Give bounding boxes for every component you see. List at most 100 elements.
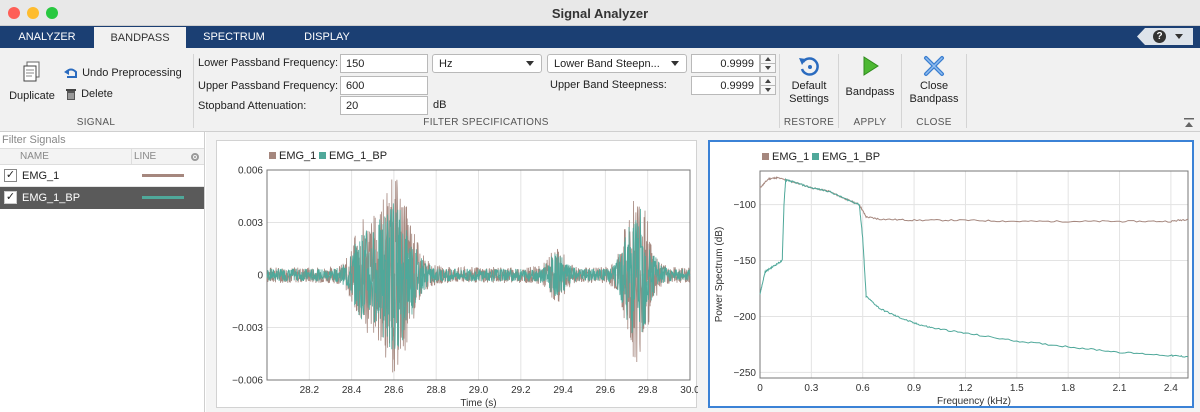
default-settings-label: Default Settings	[789, 80, 829, 105]
close-icon	[924, 56, 944, 76]
x-tick-label: 28.6	[384, 385, 404, 396]
upper-steepness-input[interactable]: 0.9999	[691, 76, 760, 95]
restore-section-label: RESTORE	[783, 117, 835, 128]
separator	[779, 54, 780, 128]
tab-bandpass[interactable]: BANDPASS	[94, 27, 186, 48]
frequency-units-select[interactable]: Hz	[432, 54, 542, 73]
separator	[838, 54, 839, 128]
separator	[193, 54, 194, 128]
y-tick-label: −200	[733, 312, 756, 323]
axes-frame	[759, 170, 1189, 379]
undo-preprocessing-button[interactable]: Undo Preprocessing	[63, 66, 182, 82]
column-header-name[interactable]: NAME	[20, 151, 49, 162]
x-tick-label: 0.3	[804, 383, 818, 394]
chevron-down-icon	[526, 61, 534, 66]
delete-button[interactable]: Delete	[64, 87, 113, 103]
restore-icon	[799, 57, 819, 76]
delete-label: Delete	[81, 87, 113, 100]
minimize-window-icon[interactable]	[27, 7, 39, 19]
duplicate-icon	[23, 61, 40, 82]
apply-section-label: APPLY	[853, 117, 887, 128]
x-tick-label: 30.0	[680, 385, 698, 396]
x-tick-label: 1.5	[1010, 383, 1024, 394]
series-line-emg1-bp	[266, 203, 691, 350]
steepness-option-select[interactable]: Lower Band Steepn...	[547, 54, 687, 73]
y-tick-label: −150	[733, 256, 756, 267]
close-bandpass-button[interactable]: Close Bandpass	[904, 54, 964, 106]
close-section-label: CLOSE	[916, 117, 952, 128]
help-button[interactable]: ?	[1137, 28, 1193, 45]
time-domain-chart[interactable]: EMG_1 EMG_1_BP 28.2 28.4 28.6 28.8 29.0 29.2 29.…	[217, 141, 700, 409]
tab-display[interactable]: DISPLAY	[304, 31, 350, 43]
collapse-toolstrip-icon[interactable]	[1183, 118, 1195, 128]
default-settings-button[interactable]: Default Settings	[782, 54, 836, 106]
spectrum-plot-panel[interactable]: EMG_1 EMG_1_BP 0 0.3 0.6 0.9 1.2 1.5 1.8 2.1 2.4 −1…	[708, 140, 1194, 408]
y-tick-label: −0.003	[232, 323, 263, 334]
plot-area: EMG_1 EMG_1_BP 28.2 28.4 28.6 28.8 29.0 29.2 29.…	[206, 132, 1200, 412]
legend-label: EMG_1	[279, 150, 316, 162]
window-title: Signal Analyzer	[551, 6, 649, 21]
upper-passband-input[interactable]: 600	[340, 76, 428, 95]
lower-steepness-spinner[interactable]	[760, 54, 776, 73]
filter-signals-input[interactable]: Filter Signals	[0, 132, 204, 149]
signal-row-emg1[interactable]: ✓ EMG_1	[0, 165, 204, 187]
x-tick-label: 1.2	[958, 383, 972, 394]
signal-row-emg1-bp[interactable]: ✓ EMG_1_BP	[0, 187, 204, 209]
legend-swatch	[269, 152, 276, 159]
chevron-down-icon	[1175, 34, 1183, 39]
signal-checkbox[interactable]: ✓	[4, 191, 17, 204]
y-tick-label: 0	[257, 271, 263, 282]
y-axis-label: Power Spectrum (dB)	[714, 227, 725, 323]
column-divider	[131, 149, 132, 165]
x-tick-label: 0.6	[856, 383, 870, 394]
signal-line-swatch[interactable]	[142, 196, 184, 199]
chevron-down-icon	[671, 61, 679, 66]
tab-analyzer[interactable]: ANALYZER	[18, 31, 76, 43]
steepness-option-value: Lower Band Steepn...	[554, 58, 660, 70]
close-bandpass-label: Close Bandpass	[909, 80, 959, 105]
legend-swatch	[812, 153, 819, 160]
close-window-icon[interactable]	[8, 7, 20, 19]
signal-table-header: NAME LINE	[0, 149, 204, 165]
bandpass-apply-button[interactable]: Bandpass	[841, 54, 899, 99]
y-tick-label: −250	[733, 368, 756, 379]
stopband-input[interactable]: 20	[340, 96, 428, 115]
x-tick-label: 28.4	[342, 385, 362, 396]
play-icon	[863, 56, 879, 76]
signal-name: EMG_1_BP	[22, 192, 81, 204]
x-tick-label: 2.1	[1113, 383, 1127, 394]
gear-icon[interactable]	[190, 152, 200, 162]
y-tick-label: 0.003	[238, 218, 263, 229]
legend-swatch	[762, 153, 769, 160]
x-tick-label: 29.2	[511, 385, 531, 396]
signal-name: EMG_1	[22, 170, 60, 182]
upper-steepness-label: Upper Band Steepness:	[550, 79, 667, 91]
x-tick-label: 29.8	[638, 385, 658, 396]
time-plot-panel[interactable]: EMG_1 EMG_1_BP 28.2 28.4 28.6 28.8 29.0 29.2 29.…	[216, 140, 700, 409]
toolstrip: Duplicate Undo Preprocessing Delete SIGN…	[0, 48, 1200, 132]
help-icon: ?	[1153, 30, 1166, 43]
stopband-units: dB	[433, 99, 447, 111]
tab-spectrum[interactable]: SPECTRUM	[203, 31, 265, 43]
duplicate-button[interactable]: Duplicate	[4, 58, 60, 102]
stopband-label: Stopband Attenuation:	[198, 100, 307, 112]
zoom-window-icon[interactable]	[46, 7, 58, 19]
x-tick-label: 0	[757, 383, 763, 394]
column-header-line[interactable]: LINE	[134, 151, 157, 162]
title-bar: Signal Analyzer	[0, 0, 1200, 26]
x-tick-label: 28.2	[300, 385, 320, 396]
signal-line-swatch[interactable]	[142, 174, 184, 177]
filter-section-label: FILTER SPECIFICATIONS	[423, 117, 549, 128]
lower-passband-input[interactable]: 150	[340, 54, 428, 73]
power-spectrum-chart[interactable]: EMG_1 EMG_1_BP 0 0.3 0.6 0.9 1.2 1.5 1.8 2.1 2.4 −1…	[710, 142, 1192, 407]
y-tick-label: 0.006	[238, 166, 263, 177]
x-tick-label: 29.6	[596, 385, 616, 396]
bandpass-label: Bandpass	[845, 86, 895, 98]
y-tick-label: −100	[733, 200, 756, 211]
x-tick-label: 28.8	[426, 385, 446, 396]
signal-section-label: SIGNAL	[76, 117, 116, 128]
series-line-emg1	[759, 176, 1189, 223]
lower-steepness-input[interactable]: 0.9999	[691, 54, 760, 73]
signal-checkbox[interactable]: ✓	[4, 169, 17, 182]
upper-steepness-spinner[interactable]	[760, 76, 776, 95]
